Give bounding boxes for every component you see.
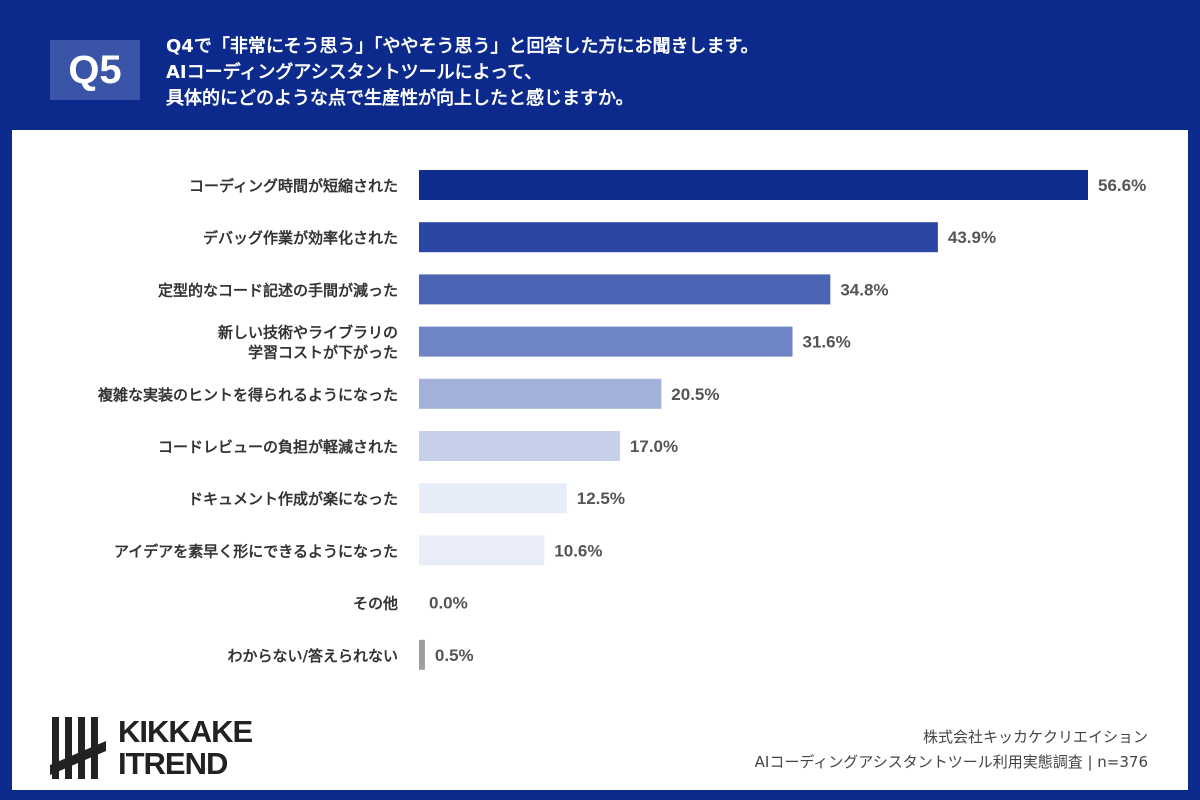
value-label: 43.9% <box>948 228 996 247</box>
value-label: 34.8% <box>840 280 888 299</box>
survey-info: AIコーディングアシスタントツール利用実態調査 | n=376 <box>754 753 1148 771</box>
category-label: 複雑な実装のヒントを得られるようになった <box>97 386 398 404</box>
category-label: 新しい技術やライブラリの <box>218 324 398 342</box>
category-label: わからない/答えられない <box>228 647 398 665</box>
company-name: 株式会社キッカケクリエイション <box>922 728 1148 746</box>
value-label: 0.5% <box>435 646 474 665</box>
category-label: コーディング時間が短縮された <box>189 177 398 195</box>
question-text: Q4で「非常にそう思う」「ややそう思う」と回答した方にお聞きします。 AIコーデ… <box>166 34 759 112</box>
logo-mark-icon <box>50 717 106 779</box>
bar <box>419 170 1088 200</box>
question-line: 具体的にどのような点で生産性が向上したと感じますか。 <box>166 88 634 109</box>
bar <box>419 378 662 409</box>
value-label: 17.0% <box>630 437 678 456</box>
kikkake-itrend-logo: KIKKAKE ITREND <box>50 714 253 781</box>
category-label: 学習コストが下がった <box>248 344 398 362</box>
bar <box>419 274 831 305</box>
value-label: 31.6% <box>803 333 851 352</box>
question-line: Q4で「非常にそう思う」「ややそう思う」と回答した方にお聞きします。 <box>166 36 759 57</box>
value-label: 56.6% <box>1098 176 1146 195</box>
value-label: 0.0% <box>429 594 468 613</box>
category-label: コードレビューの負担が軽減された <box>158 438 398 456</box>
value-label: 12.5% <box>577 489 625 508</box>
logo-line2: ITREND <box>118 746 228 781</box>
bar <box>419 431 620 461</box>
bar <box>419 326 793 357</box>
value-label: 10.6% <box>554 541 602 560</box>
category-label: アイデアを素早く形にできるようになった <box>114 542 398 560</box>
category-label: その他 <box>353 595 398 613</box>
bar <box>419 222 938 253</box>
bar <box>419 483 567 514</box>
bar <box>419 535 545 566</box>
value-label: 20.5% <box>671 385 719 404</box>
category-label: デバッグ作業が効率化された <box>203 229 398 247</box>
category-label: 定型的なコード記述の手間が減った <box>158 281 398 299</box>
credit: 株式会社キッカケクリエイション AIコーディングアシスタントツール利用実態調査 … <box>755 725 1148 775</box>
question-line: AIコーディングアシスタントツールによって、 <box>166 62 543 83</box>
bar <box>419 639 425 670</box>
category-label: ドキュメント作成が楽になった <box>188 490 398 508</box>
question-badge: Q5 <box>50 40 140 100</box>
logo-line1: KIKKAKE <box>118 714 253 749</box>
